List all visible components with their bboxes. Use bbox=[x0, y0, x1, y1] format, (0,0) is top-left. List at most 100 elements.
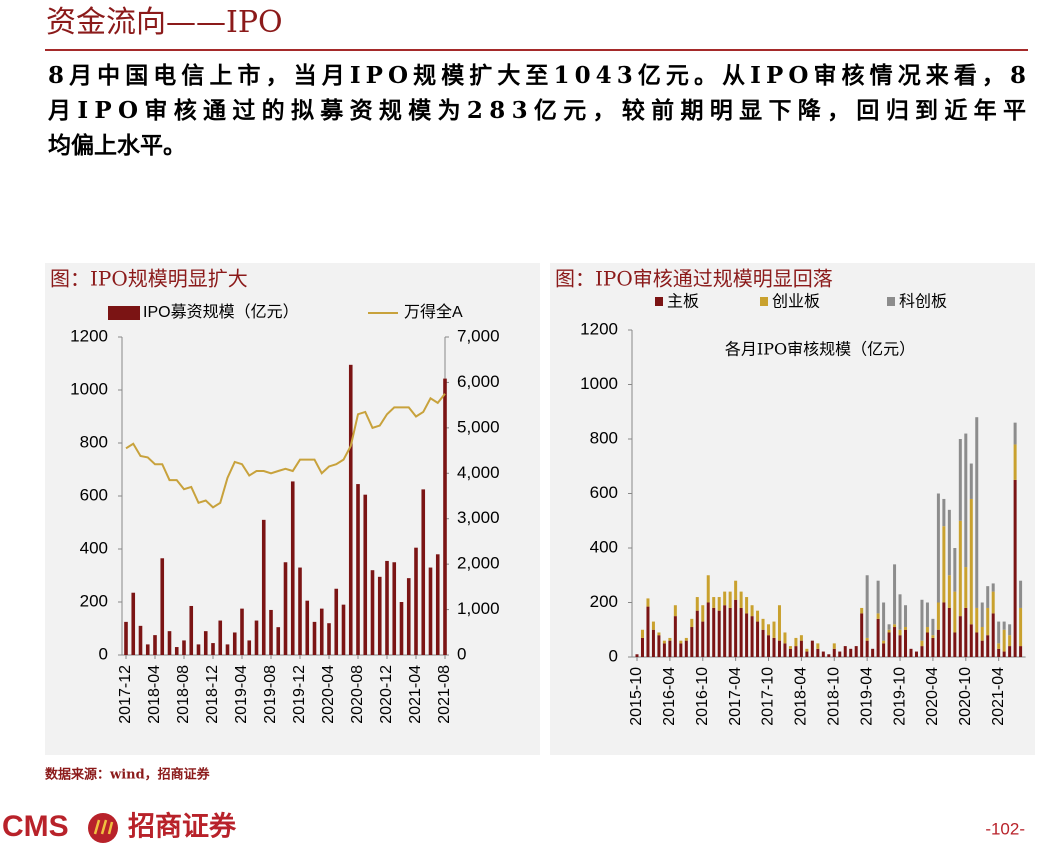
bar-segment bbox=[986, 586, 990, 608]
y-tick-label: 800 bbox=[590, 428, 618, 447]
bar-segment bbox=[958, 616, 962, 657]
bar bbox=[153, 635, 157, 655]
bar-segment bbox=[777, 640, 781, 657]
company-name: 招商证券 bbox=[128, 811, 237, 843]
bar-segment bbox=[651, 621, 655, 630]
bar-segment bbox=[964, 567, 968, 608]
bar-segment bbox=[673, 605, 677, 617]
x-tick-label: 2020-10 bbox=[957, 667, 974, 726]
x-tick-label: 2021-04 bbox=[407, 665, 424, 724]
bar-segment bbox=[1008, 624, 1012, 636]
x-tick-label: 2017-12 bbox=[117, 665, 134, 724]
x-tick-label: 2020-04 bbox=[924, 667, 941, 726]
bar-segment bbox=[832, 648, 836, 657]
bar bbox=[211, 643, 215, 655]
bar bbox=[377, 576, 382, 655]
y-tick-label: 200 bbox=[590, 592, 618, 611]
bar-segment bbox=[673, 616, 677, 657]
bar-segment bbox=[777, 605, 781, 641]
bar-segment bbox=[849, 648, 853, 657]
logo: CMS bbox=[2, 810, 69, 843]
y2-tick-label: 7,000 bbox=[457, 326, 500, 345]
legend-label: 万得全A bbox=[404, 303, 463, 321]
bar bbox=[261, 519, 266, 655]
x-tick-label: 2018-08 bbox=[175, 665, 192, 724]
y-tick-label: 0 bbox=[609, 646, 618, 665]
legend-swatch bbox=[760, 297, 768, 306]
bar-segment bbox=[728, 591, 732, 608]
bar-segment bbox=[925, 632, 929, 657]
bar-segment bbox=[1002, 651, 1006, 657]
y-tick-label: 1200 bbox=[580, 319, 618, 338]
bar bbox=[131, 592, 136, 655]
y-tick-label: 600 bbox=[80, 485, 108, 504]
bar-segment bbox=[953, 548, 957, 592]
bar bbox=[203, 631, 208, 655]
bar-segment bbox=[651, 629, 655, 657]
bar-segment bbox=[980, 627, 984, 641]
bar-segment bbox=[832, 643, 836, 649]
x-tick-label: 2019-10 bbox=[891, 667, 908, 726]
bar-segment bbox=[893, 564, 897, 625]
bar-segment bbox=[750, 616, 754, 657]
bar bbox=[298, 567, 302, 655]
bar-segment bbox=[860, 607, 864, 614]
bar-segment bbox=[695, 610, 699, 657]
bar-segment bbox=[991, 591, 995, 614]
chart-title: 图：IPO规模明显扩大 bbox=[50, 267, 248, 291]
bar-segment bbox=[904, 627, 908, 630]
bar-segment bbox=[646, 598, 650, 607]
x-tick-label: 2019-08 bbox=[262, 665, 279, 724]
bar-segment bbox=[739, 591, 743, 608]
x-tick-label: 2017-04 bbox=[727, 667, 744, 726]
bar-segment bbox=[706, 602, 710, 657]
bar bbox=[138, 625, 143, 655]
bar-segment bbox=[668, 640, 672, 657]
bar-segment bbox=[947, 575, 951, 608]
bar-segment bbox=[767, 624, 771, 636]
bar-segment bbox=[893, 624, 897, 628]
bar-segment bbox=[761, 618, 765, 630]
legend-label: IPO募资规模（亿元） bbox=[143, 303, 299, 321]
bar-segment bbox=[701, 605, 705, 622]
bar-segment bbox=[799, 640, 803, 657]
x-tick-label: 2016-04 bbox=[661, 667, 678, 726]
y2-tick-label: 4,000 bbox=[457, 463, 500, 482]
bar-segment bbox=[706, 575, 710, 603]
bar-segment bbox=[756, 610, 760, 622]
bar-segment bbox=[734, 580, 738, 600]
bar-segment bbox=[1008, 646, 1012, 657]
bar-segment bbox=[947, 607, 951, 657]
y-tick-label: 400 bbox=[80, 538, 108, 557]
bar-segment bbox=[734, 599, 738, 657]
bar-segment bbox=[920, 599, 924, 641]
bar-segment bbox=[991, 583, 995, 592]
bar-segment bbox=[695, 597, 699, 611]
bar-segment bbox=[767, 635, 771, 657]
bar-segment bbox=[964, 433, 968, 568]
bar bbox=[428, 567, 433, 655]
bar-segment bbox=[898, 635, 902, 657]
y-tick-label: 1000 bbox=[580, 374, 618, 393]
bar-segment bbox=[772, 621, 776, 638]
bar-segment bbox=[668, 637, 672, 641]
bar bbox=[283, 562, 288, 655]
bar-segment bbox=[717, 597, 721, 611]
bar bbox=[334, 588, 339, 655]
bar bbox=[435, 554, 440, 655]
x-tick-label: 2021-08 bbox=[436, 665, 453, 724]
y-tick-label: 800 bbox=[80, 432, 108, 451]
x-tick-label: 2020-08 bbox=[349, 665, 366, 724]
bar-segment bbox=[788, 648, 792, 657]
bar-segment bbox=[662, 640, 666, 644]
bar-segment bbox=[936, 602, 940, 630]
bar bbox=[182, 640, 186, 655]
bar-segment bbox=[640, 637, 644, 657]
bar-segment bbox=[756, 621, 760, 657]
body-line: 均偏上水平。 bbox=[48, 132, 186, 159]
bar-segment bbox=[980, 602, 984, 628]
y2-tick-label: 5,000 bbox=[457, 417, 500, 436]
line bbox=[125, 393, 446, 509]
bar-segment bbox=[953, 632, 957, 657]
